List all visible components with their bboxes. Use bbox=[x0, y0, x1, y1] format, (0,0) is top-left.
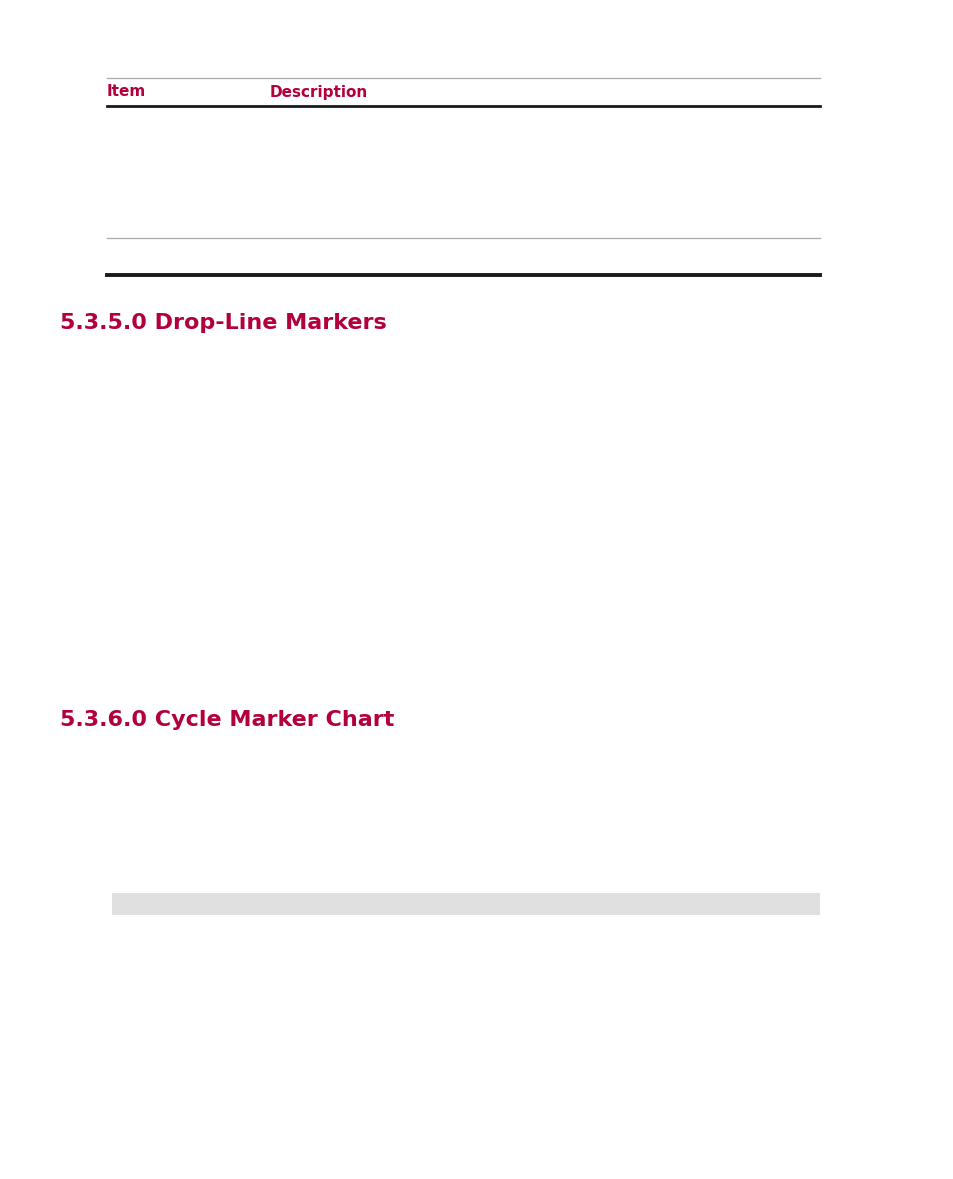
Text: Description: Description bbox=[270, 85, 368, 99]
Text: 5.3.6.0 Cycle Marker Chart: 5.3.6.0 Cycle Marker Chart bbox=[60, 710, 394, 730]
Bar bbox=[112, 893, 820, 915]
Text: 5.3.5.0 Drop-Line Markers: 5.3.5.0 Drop-Line Markers bbox=[60, 312, 386, 332]
Text: Item: Item bbox=[107, 85, 146, 99]
